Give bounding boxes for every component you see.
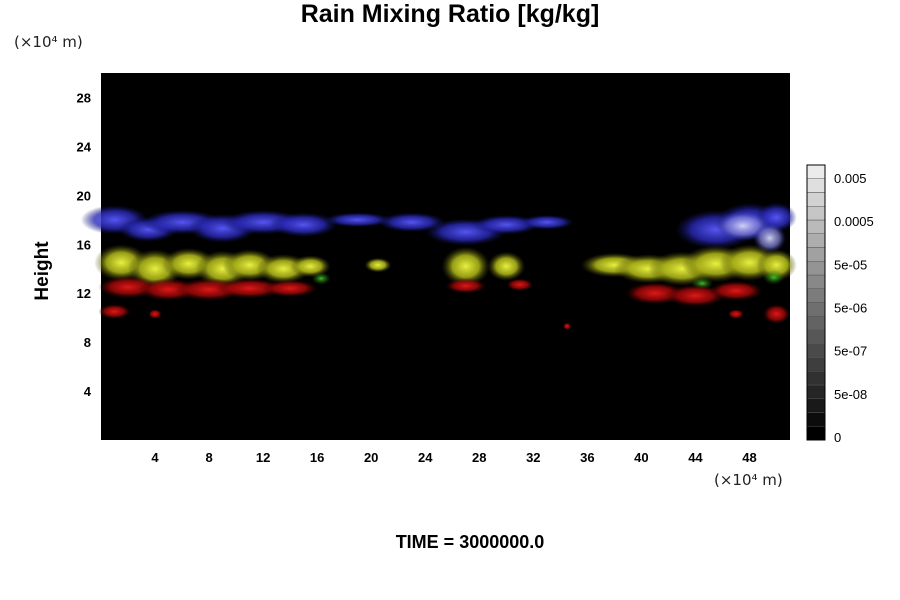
colorbar-tick-label: 5e-07 (834, 344, 867, 359)
field-blob (148, 309, 162, 319)
colorbar-segment (806, 316, 826, 331)
y-tick-label: 4 (84, 384, 92, 399)
colorbar-segment (806, 164, 826, 179)
field-blob (98, 304, 131, 319)
x-tick-label: 48 (742, 450, 756, 465)
colorbar-segment (806, 426, 826, 441)
x-axis-ticks: 4 8 12 16 20 24 28 32 36 40 44 48 (151, 450, 756, 465)
field-blob (708, 280, 763, 301)
x-tick-label: 40 (634, 450, 648, 465)
colorbar: 0.005 0.0005 5e-05 5e-06 5e-07 5e-08 0 (806, 164, 874, 445)
field-blob (441, 246, 491, 286)
chart-title: Rain Mixing Ratio [kg/kg] (300, 0, 600, 28)
colorbar-tick-label: 5e-06 (834, 301, 867, 316)
field-blob (487, 251, 526, 281)
y-tick-label: 24 (77, 139, 92, 154)
colorbar-tick-label: 5e-08 (834, 387, 867, 402)
field-blob (290, 255, 331, 278)
colorbar-segment (806, 412, 826, 427)
field-blob (506, 278, 534, 291)
colorbar-segment (806, 261, 826, 276)
colorbar-segment (806, 206, 826, 221)
y-axis-ticks: 4 8 12 16 20 24 28 (77, 90, 92, 399)
y-tick-label: 12 (77, 286, 91, 301)
x-tick-label: 16 (310, 450, 324, 465)
colorbar-tick-label: 0.005 (834, 171, 867, 186)
field-blob (215, 278, 284, 299)
colorbar-segment (806, 302, 826, 317)
y-unit-label: (×10⁴ m) (14, 33, 83, 51)
colorbar-frame (806, 164, 826, 441)
y-tick-label: 8 (84, 335, 91, 350)
colorbar-tick-label: 0.0005 (834, 214, 874, 229)
x-tick-label: 24 (418, 450, 433, 465)
colorbar-tick-label: 0 (834, 430, 841, 445)
time-label: TIME = 3000000.0 (395, 532, 545, 552)
x-tick-label: 32 (526, 450, 540, 465)
y-tick-label: 16 (77, 237, 91, 252)
field-blob (323, 212, 392, 228)
field-blob (269, 212, 338, 237)
colorbar-segment (806, 233, 826, 248)
x-unit-label: (×10⁴ m) (714, 471, 783, 489)
field-blob (263, 279, 318, 297)
x-tick-label: 4 (151, 450, 159, 465)
colorbar-tick-label: 5e-05 (834, 257, 867, 272)
field-blob (753, 223, 786, 253)
x-tick-label: 36 (580, 450, 594, 465)
x-tick-label: 12 (256, 450, 270, 465)
x-tick-label: 8 (205, 450, 212, 465)
colorbar-segment (806, 357, 826, 372)
colorbar-segment (806, 192, 826, 207)
colorbar-segment (806, 329, 826, 344)
field-blob (445, 278, 487, 294)
y-tick-label: 28 (77, 90, 91, 105)
field-blob (727, 309, 745, 319)
colorbar-segment (806, 178, 826, 193)
colorbar-segment (806, 247, 826, 262)
colorbar-segment (806, 343, 826, 358)
x-tick-label: 44 (688, 450, 703, 465)
x-tick-label: 20 (364, 450, 378, 465)
colorbar-segment (806, 219, 826, 234)
field-blob (519, 214, 574, 230)
field-blob (762, 304, 790, 324)
colorbar-segment (806, 384, 826, 399)
colorbar-segment (806, 371, 826, 386)
colorbar-segment (806, 288, 826, 303)
field-blob (364, 257, 392, 273)
field-blob (563, 322, 572, 330)
rain-field (80, 202, 797, 330)
colorbar-segment (806, 398, 826, 413)
field-blob (762, 269, 785, 285)
x-tick-label: 28 (472, 450, 486, 465)
colorbar-segment (806, 274, 826, 289)
field-blob (311, 272, 331, 285)
y-tick-label: 20 (77, 188, 91, 203)
